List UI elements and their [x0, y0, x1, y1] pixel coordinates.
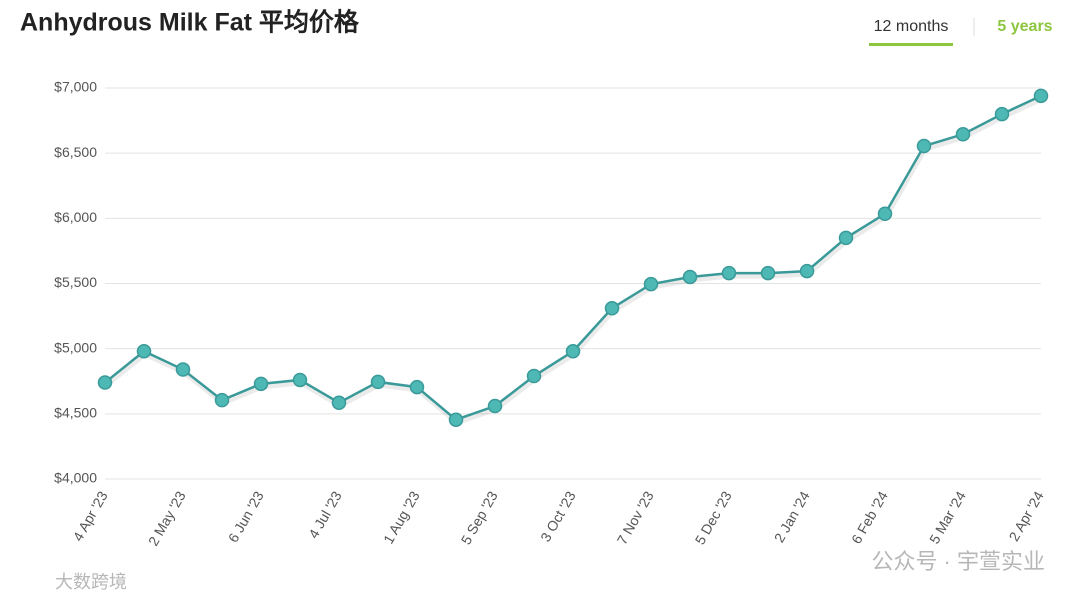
- x-tick-label: 2 Apr '24: [1006, 488, 1047, 544]
- point: [214, 392, 230, 408]
- point: [721, 265, 737, 281]
- y-tick-label: $4,000: [54, 470, 97, 486]
- tab[interactable]: 5 years: [997, 18, 1052, 35]
- point: [838, 230, 854, 246]
- point: [370, 374, 386, 390]
- point: [409, 379, 425, 395]
- x-tick-label: 4 Apr '23: [70, 488, 111, 544]
- y-tick-label: $4,500: [54, 405, 97, 421]
- x-tick-label: 4 Jul '23: [305, 488, 345, 541]
- x-tick-label: 1 Aug '23: [380, 488, 423, 546]
- x-tick-label: 2 Jan '24: [771, 488, 813, 545]
- x-tick-label: 5 Sep '23: [458, 488, 501, 547]
- point: [136, 344, 152, 359]
- point: [682, 269, 698, 285]
- point: [604, 301, 620, 316]
- point: [331, 395, 347, 411]
- point: [292, 372, 308, 388]
- point: [760, 265, 776, 281]
- point: [526, 368, 542, 384]
- point: [916, 138, 932, 154]
- point: [253, 376, 269, 392]
- point: [643, 276, 659, 292]
- watermark: 公众号 · 宇萱实业: [871, 549, 1045, 574]
- point: [994, 106, 1010, 122]
- x-tick-label: 6 Jun '23: [225, 488, 267, 545]
- y-tick-label: $5,500: [54, 274, 97, 290]
- tab-underline: [869, 43, 953, 46]
- x-tick-label: 2 May '23: [145, 488, 189, 548]
- x-tick-label: 5 Mar '24: [926, 488, 969, 546]
- point: [448, 412, 464, 427]
- point: [487, 398, 503, 414]
- point: [175, 362, 191, 377]
- line-shadow: [104, 96, 1044, 426]
- y-tick-label: $7,000: [54, 79, 97, 95]
- y-tick-label: $6,000: [54, 209, 97, 225]
- x-tick-label: 7 Nov '23: [614, 488, 657, 547]
- point: [97, 375, 113, 390]
- point: [955, 127, 971, 142]
- watermark: 大数跨境: [55, 572, 127, 592]
- line: [104, 94, 1042, 422]
- x-tick-label: 6 Feb '24: [848, 488, 891, 546]
- point: [799, 263, 815, 279]
- y-tick-label: $5,000: [54, 339, 97, 355]
- point: [1033, 88, 1049, 104]
- x-tick-label: 5 Dec '23: [692, 488, 735, 547]
- x-tick-label: 3 Oct '23: [537, 488, 579, 544]
- chart-title: Anhydrous Milk Fat 平均价格: [20, 8, 360, 37]
- y-tick-label: $6,500: [54, 144, 97, 160]
- point: [877, 206, 893, 222]
- tab[interactable]: 12 months: [874, 18, 949, 35]
- point: [565, 344, 581, 359]
